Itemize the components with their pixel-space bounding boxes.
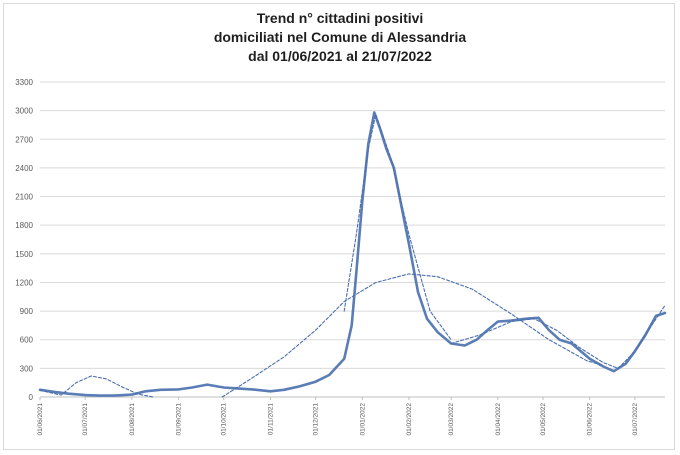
trend-line-dashed — [450, 304, 666, 369]
chart-title: Trend n° cittadini positivi domiciliati … — [0, 9, 680, 66]
y-tick-label: 3000 — [15, 107, 33, 116]
chart-title-line-3: dal 01/06/2021 al 21/07/2022 — [248, 48, 432, 64]
x-tick-label: 01/01/2022 — [359, 403, 366, 436]
x-tick-label: 01/03/2022 — [448, 403, 455, 436]
y-tick-label: 600 — [20, 336, 34, 345]
chart-title-line-1: Trend n° cittadini positivi — [256, 10, 424, 26]
y-tick-label: 2400 — [15, 164, 33, 173]
chart-frame — [3, 3, 675, 450]
y-tick-label: 1200 — [15, 278, 33, 287]
y-tick-label: 3300 — [15, 78, 33, 87]
trend-line-dashed — [343, 113, 452, 341]
x-tick-label: 01/12/2021 — [313, 403, 320, 436]
y-axis-ticks: 0 300 600 900 1200 1500 1800 2100 2400 2700 3000 33… — [15, 78, 33, 402]
x-tick-label: 01/07/2022 — [632, 403, 639, 436]
x-tick-label: 01/08/2021 — [129, 403, 136, 436]
x-tick-label: 01/06/2021 — [37, 403, 44, 436]
series-group — [38, 111, 667, 398]
y-tick-label: 1800 — [15, 221, 33, 230]
y-tick-label: 0 — [29, 393, 34, 402]
positives-series-line — [38, 111, 667, 397]
x-tick-label: 01/04/2022 — [495, 403, 502, 436]
x-tick-label: 01/02/2022 — [406, 403, 413, 436]
x-tick-label: 01/05/2022 — [540, 403, 547, 436]
y-tick-label: 2700 — [15, 135, 33, 144]
trend-line-dashed — [39, 375, 154, 398]
chart-title-line-2: domiciliati nel Comune di Alessandria — [213, 29, 467, 45]
y-tick-label: 1500 — [15, 250, 33, 259]
x-tick-label: 01/06/2022 — [587, 403, 594, 436]
y-tick-label: 900 — [20, 307, 34, 316]
x-tick-label: 01/07/2021 — [82, 403, 89, 436]
y-tick-label: 300 — [20, 364, 34, 373]
trend-line-dashed — [221, 273, 604, 398]
x-tick-label: 01/10/2021 — [221, 403, 228, 436]
x-axis-ticks: 01/06/2021 01/07/2021 01/08/2021 01/09/2021… — [37, 397, 639, 436]
x-tick-label: 01/11/2021 — [267, 403, 274, 435]
y-tick-label: 2100 — [15, 193, 33, 202]
x-tick-label: 01/09/2021 — [176, 403, 183, 436]
